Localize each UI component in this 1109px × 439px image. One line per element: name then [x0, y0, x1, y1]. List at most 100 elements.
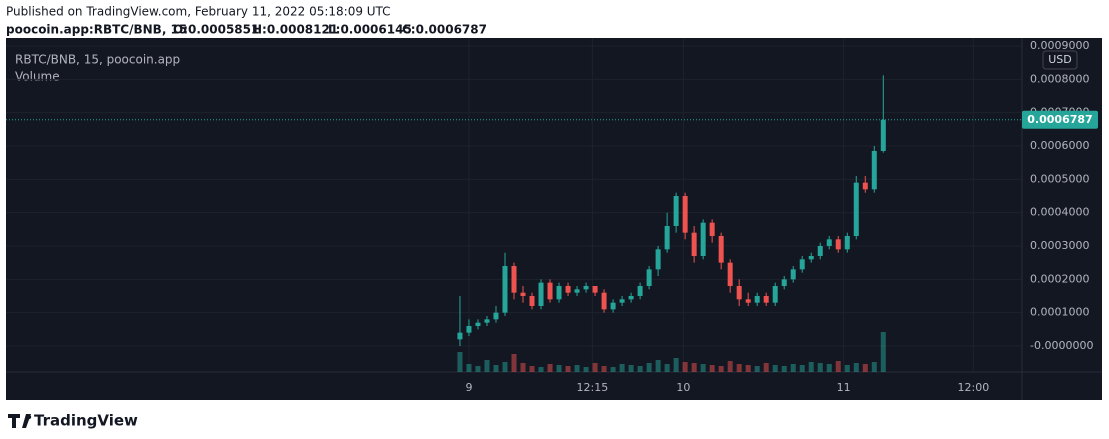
- candle-body: [484, 319, 490, 323]
- volume-bar: [583, 367, 589, 372]
- volume-bar: [745, 365, 751, 372]
- candle-body: [619, 299, 625, 303]
- x-tick-label: 12:15: [577, 381, 609, 394]
- volume-bar: [709, 365, 715, 372]
- volume-bar: [457, 352, 463, 372]
- volume-bar: [655, 360, 661, 372]
- candle-body: [457, 332, 463, 340]
- candle-body: [691, 232, 697, 256]
- volume-bar: [736, 364, 742, 372]
- candle-body: [880, 119, 886, 151]
- candle-body: [754, 296, 760, 303]
- candle-body: [538, 282, 544, 306]
- chart-title: RBTC/BNB, 15, poocoin.app: [15, 53, 180, 67]
- candle-body: [772, 286, 778, 303]
- x-tick-label: 10: [676, 381, 690, 394]
- symbol: poocoin.app:RBTC/BNB, 15: [6, 23, 187, 37]
- logo-icon: [8, 414, 31, 428]
- candle-body: [673, 196, 679, 226]
- chart-panel: [6, 38, 1102, 400]
- volume-bar: [475, 366, 481, 372]
- volume-bar: [835, 361, 841, 372]
- volume-bar: [574, 365, 580, 372]
- candle-body: [520, 292, 526, 296]
- volume-bar: [646, 363, 652, 372]
- x-tick-label: 9: [465, 381, 472, 394]
- volume-bar: [799, 365, 805, 372]
- y-tick-label: 0.0002000: [1030, 272, 1090, 285]
- volume-bar: [817, 363, 823, 372]
- candle-body: [583, 286, 589, 290]
- candle-body: [682, 196, 688, 233]
- volume-bar: [853, 363, 859, 372]
- candle-body: [862, 182, 868, 190]
- volume-bar: [538, 367, 544, 372]
- volume-bar: [511, 354, 517, 372]
- candle-body: [574, 289, 580, 293]
- volume-bar: [808, 362, 814, 372]
- volume-bar: [628, 365, 634, 372]
- y-tick-label: -0.0000000: [1030, 339, 1093, 352]
- candle-body: [502, 266, 508, 313]
- volume-bar: [664, 364, 670, 372]
- currency-label: USD: [1048, 53, 1072, 66]
- volume-bar: [547, 364, 553, 372]
- x-tick-label: 11: [837, 381, 851, 394]
- candle-body: [727, 262, 733, 286]
- volume-bar: [763, 363, 769, 372]
- candle-body: [745, 299, 751, 303]
- volume-bar: [556, 365, 562, 372]
- candle-body: [817, 246, 823, 256]
- candle-body: [709, 222, 715, 236]
- volume-bar: [880, 332, 886, 372]
- volume-bar: [466, 364, 472, 372]
- x-tick-label: 12:00: [958, 381, 990, 394]
- volume-bar: [673, 358, 679, 372]
- y-tick-label: 0.0005000: [1030, 172, 1090, 185]
- ohlc-open: O:0.0005851: [173, 23, 259, 37]
- volume-bar: [592, 363, 598, 372]
- candle-body: [781, 279, 787, 286]
- volume-bar: [637, 366, 643, 372]
- volume-bar: [601, 366, 607, 372]
- candle-body: [466, 326, 472, 333]
- candle-body: [736, 286, 742, 300]
- candle-body: [628, 296, 634, 300]
- volume-bar: [718, 366, 724, 372]
- y-tick-label: 0.0006000: [1030, 139, 1090, 152]
- y-tick-label: 0.0003000: [1030, 239, 1090, 252]
- volume-bar: [862, 364, 868, 372]
- volume-bar: [619, 364, 625, 372]
- candle-body: [664, 226, 670, 250]
- candle-body: [556, 286, 562, 300]
- candle-body: [565, 286, 571, 293]
- volume-bar: [826, 364, 832, 372]
- candle-body: [511, 266, 517, 293]
- volume-bar: [781, 366, 787, 372]
- candle-body: [763, 296, 769, 303]
- volume-bar: [871, 362, 877, 372]
- candle-body: [700, 222, 706, 256]
- candle-body: [637, 286, 643, 296]
- volume-bar: [844, 365, 850, 372]
- published-note: Published on TradingView.com, February 1…: [6, 5, 391, 19]
- candle-body: [592, 286, 598, 293]
- candle-body: [799, 259, 805, 270]
- volume-label: Volume: [15, 70, 60, 84]
- candle-body: [844, 236, 850, 250]
- ohlc-close: C:0.0006787: [402, 23, 487, 37]
- volume-bar: [484, 360, 490, 372]
- y-tick-label: 0.0001000: [1030, 306, 1090, 319]
- volume-bar: [565, 366, 571, 372]
- footer-logo: TradingView: [8, 412, 138, 430]
- candle-body: [826, 239, 832, 246]
- candle-body: [835, 239, 841, 250]
- volume-bar: [790, 364, 796, 372]
- volume-bar: [493, 365, 499, 372]
- candle-body: [547, 282, 553, 300]
- volume-bar: [520, 363, 526, 372]
- currency-button[interactable]: [1042, 50, 1078, 70]
- y-tick-label: 0.0009000: [1030, 39, 1090, 52]
- candle-body: [808, 256, 814, 260]
